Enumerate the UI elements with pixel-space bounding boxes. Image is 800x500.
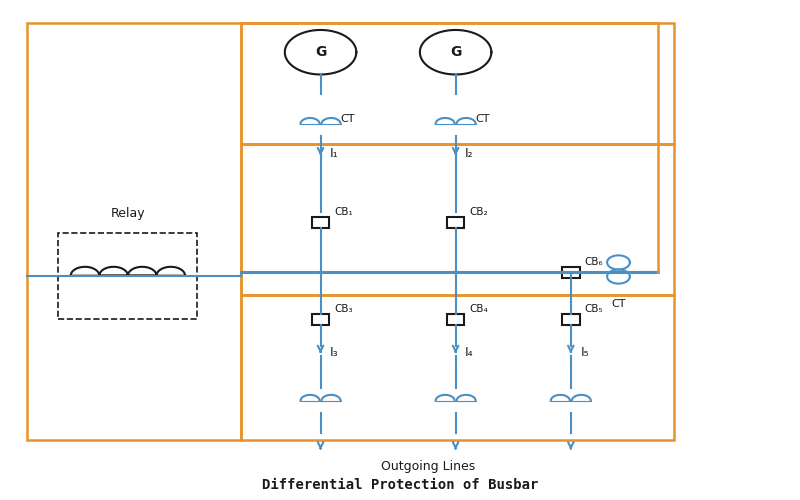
Text: I₄: I₄ bbox=[465, 346, 474, 359]
Text: I₃: I₃ bbox=[330, 346, 338, 359]
Bar bbox=[562, 267, 579, 278]
Text: CB₄: CB₄ bbox=[469, 304, 488, 314]
Text: CB₂: CB₂ bbox=[469, 208, 488, 218]
Bar bbox=[312, 218, 330, 228]
Text: I₅: I₅ bbox=[580, 346, 589, 359]
Text: Differential Protection of Busbar: Differential Protection of Busbar bbox=[262, 478, 538, 492]
Text: CB₅: CB₅ bbox=[584, 304, 603, 314]
Text: CB₁: CB₁ bbox=[334, 208, 353, 218]
Bar bbox=[447, 314, 464, 324]
Text: Relay: Relay bbox=[110, 208, 146, 220]
Text: CT: CT bbox=[341, 114, 355, 124]
Text: CB₆: CB₆ bbox=[584, 257, 603, 267]
Bar bbox=[562, 314, 579, 324]
Bar bbox=[241, 22, 674, 144]
Text: G: G bbox=[450, 45, 462, 59]
Bar bbox=[26, 22, 241, 440]
Text: I₁: I₁ bbox=[330, 147, 338, 160]
Bar bbox=[241, 144, 674, 294]
Text: I₂: I₂ bbox=[465, 147, 474, 160]
Text: CT: CT bbox=[611, 300, 626, 310]
Bar bbox=[447, 218, 464, 228]
Bar bbox=[58, 232, 198, 319]
Bar bbox=[312, 314, 330, 324]
Bar bbox=[241, 294, 674, 440]
Text: G: G bbox=[315, 45, 326, 59]
Text: CT: CT bbox=[475, 114, 490, 124]
Text: Outgoing Lines: Outgoing Lines bbox=[381, 460, 475, 473]
Text: CB₃: CB₃ bbox=[334, 304, 353, 314]
